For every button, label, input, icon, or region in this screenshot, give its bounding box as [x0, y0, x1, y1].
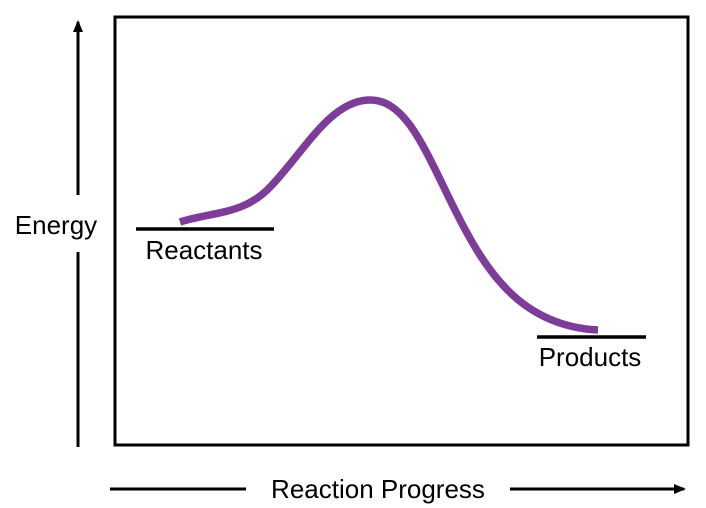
reactants-label: Reactants — [145, 235, 262, 265]
x-axis-label: Reaction Progress — [271, 474, 485, 504]
products-label: Products — [539, 342, 642, 372]
plot-frame — [113, 15, 690, 447]
y-axis-label: Energy — [15, 210, 97, 240]
energy-curve — [178, 96, 599, 334]
